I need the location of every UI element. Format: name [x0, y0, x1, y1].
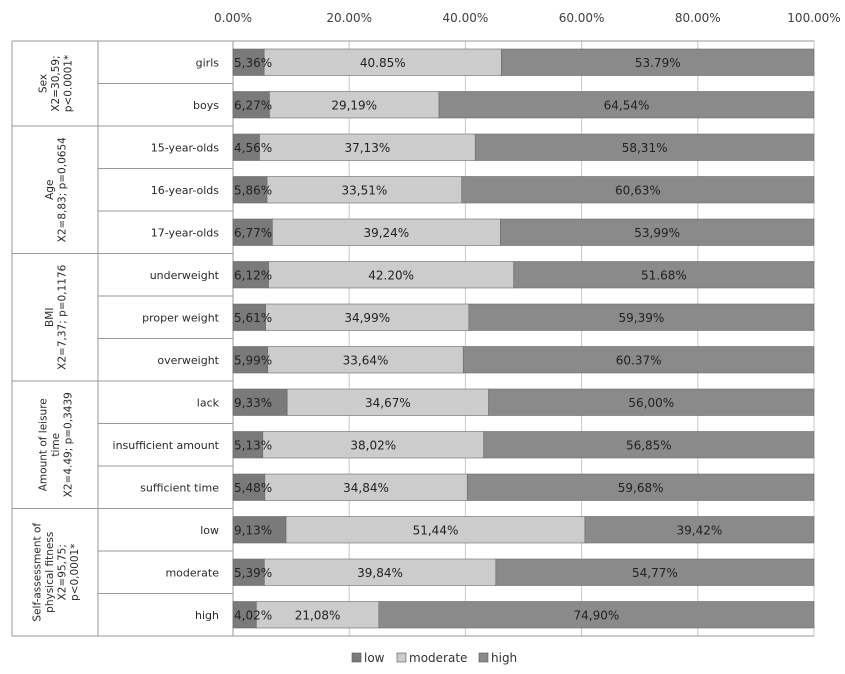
data-label: 59,39%: [619, 311, 665, 325]
data-label: 9,33%: [234, 396, 272, 410]
x-tick-label: 100.00%: [787, 11, 840, 25]
legend-swatch-moderate: [397, 653, 406, 662]
data-label: 60.37%: [616, 353, 662, 367]
data-label: 5,99%: [234, 353, 272, 367]
group-label-line: p<0,0001*: [69, 544, 81, 601]
category-label: 16-year-olds: [151, 184, 220, 197]
data-label: 56,00%: [628, 396, 674, 410]
data-label: 29,19%: [331, 98, 377, 112]
category-label: proper weight: [142, 311, 220, 324]
group-label-line: Self-assessment of: [31, 523, 43, 622]
data-label: 6,12%: [234, 268, 272, 282]
data-label: 34,84%: [343, 481, 389, 495]
x-tick-label: 0.00%: [214, 11, 252, 25]
group-label-line: p<0.0001*: [63, 55, 75, 112]
data-label: 51.68%: [641, 268, 687, 282]
data-label: 60,63%: [615, 183, 661, 197]
group-label: Amount of leisuretimeX2=4.49; p=0,3439: [38, 392, 75, 497]
data-label: 6,27%: [234, 98, 272, 112]
category-label: 15-year-olds: [151, 141, 220, 154]
legend-label-high: high: [491, 651, 517, 665]
group-label-line: X2=30,59;: [50, 55, 62, 111]
data-label: 37,13%: [344, 141, 390, 155]
data-label: 53,99%: [634, 226, 680, 240]
data-label: 53.79%: [635, 56, 681, 70]
data-label: 21,08%: [295, 608, 341, 622]
data-label: 39,24%: [363, 226, 409, 240]
data-label: 59,68%: [618, 481, 664, 495]
data-label: 5,48%: [234, 481, 272, 495]
data-label: 4,56%: [234, 141, 272, 155]
data-label: 56,85%: [626, 438, 672, 452]
data-label: 39,84%: [357, 566, 403, 580]
category-label: moderate: [165, 566, 219, 579]
x-tick-label: 60.00%: [559, 11, 605, 25]
group-label: AgeX2=8,83; p=0,0654: [44, 137, 69, 242]
group-label-line: X2=7,37; p=0,1176: [56, 264, 68, 369]
group-label-line: Sex: [38, 74, 50, 93]
data-label: 9,13%: [234, 523, 272, 537]
category-label: high: [195, 609, 219, 622]
data-label: 5,39%: [234, 566, 272, 580]
data-label: 5,13%: [234, 438, 272, 452]
group-label: SexX2=30,59;p<0.0001*: [38, 55, 75, 112]
category-label: underweight: [150, 269, 220, 282]
group-label-line: BMI: [44, 308, 56, 327]
legend-swatch-high: [479, 653, 488, 662]
group-label-line: X2=4.49; p=0,3439: [63, 392, 75, 497]
data-label: 5,61%: [234, 311, 272, 325]
data-label: 51,44%: [413, 523, 459, 537]
x-tick-label: 80.00%: [675, 11, 721, 25]
category-label: low: [200, 524, 219, 537]
category-label: lack: [197, 396, 220, 409]
group-label: BMIX2=7,37; p=0,1176: [44, 264, 69, 369]
data-label: 33,64%: [343, 353, 389, 367]
legend-swatch-low: [352, 653, 361, 662]
group-label-line: X2=95,75;: [56, 544, 68, 600]
data-label: 40.85%: [360, 56, 406, 70]
data-label: 34,99%: [344, 311, 390, 325]
category-label: girls: [196, 56, 220, 69]
group-label-line: physical fitness: [44, 532, 56, 613]
legend-label-low: low: [364, 651, 385, 665]
data-label: 54,77%: [632, 566, 678, 580]
data-label: 38,02%: [350, 438, 396, 452]
bars: [233, 49, 814, 628]
data-label: 64,54%: [604, 98, 650, 112]
group-label-line: Amount of leisure: [38, 398, 50, 491]
data-label: 39,42%: [677, 523, 723, 537]
category-label: boys: [193, 99, 219, 112]
category-label: sufficient time: [140, 481, 219, 494]
group-label: Self-assessment ofphysical fitnessX2=95,…: [31, 523, 81, 622]
category-label: overweight: [157, 354, 219, 367]
category-table: SexX2=30,59;p<0.0001* AgeX2=8,83; p=0,065…: [12, 41, 814, 636]
data-label: 74,90%: [574, 608, 620, 622]
group-label-line: X2=8,83; p=0,0654: [56, 137, 68, 242]
x-tick-label: 40.00%: [443, 11, 489, 25]
data-label: 42.20%: [368, 268, 414, 282]
category-label: 17-year-olds: [151, 226, 220, 239]
gridlines: [233, 41, 814, 636]
legend-label-moderate: moderate: [409, 651, 467, 665]
data-label: 5,86%: [234, 183, 272, 197]
legend: low moderate high: [352, 651, 517, 665]
category-label: insufficient amount: [113, 439, 220, 452]
data-label: 5,36%: [234, 56, 272, 70]
group-label-line: time: [50, 433, 62, 457]
data-label: 34,67%: [365, 396, 411, 410]
data-label: 58,31%: [622, 141, 668, 155]
data-label: 33,51%: [342, 183, 388, 197]
group-label-line: Age: [44, 180, 56, 200]
x-axis-ticks: 0.00% 20.00% 40.00% 60.00% 80.00% 100.00%: [214, 11, 841, 25]
data-label: 4,02%: [234, 608, 272, 622]
data-label: 6,77%: [234, 226, 272, 240]
x-tick-label: 20.00%: [326, 11, 372, 25]
